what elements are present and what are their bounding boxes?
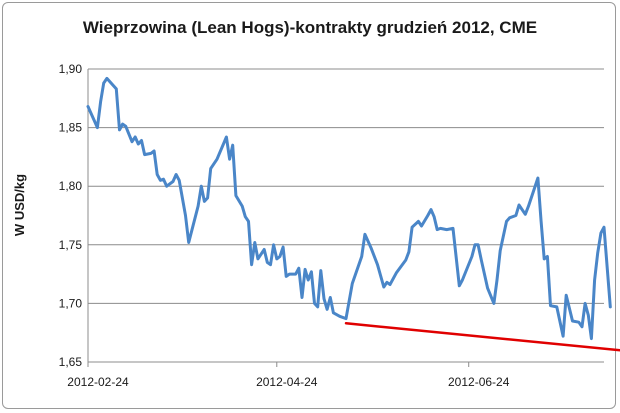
x-tick-label: 2012-06-24 <box>448 375 510 389</box>
x-tick-label: 2012-04-24 <box>256 375 318 389</box>
y-tick-label: 1,85 <box>59 121 83 135</box>
y-tick-label: 1,70 <box>59 296 83 310</box>
chart-frame <box>2 2 616 409</box>
series-lines <box>86 76 620 352</box>
y-tick-labels: 1,65 1,70 1,75 1,80 1,85 1,90 <box>59 62 83 369</box>
chart-title: Wieprzowina (Lean Hogs)-kontrakty grudzi… <box>82 18 538 37</box>
y-tick-label: 1,75 <box>59 238 83 252</box>
x-tick-label: 2012-02-24 <box>67 375 129 389</box>
x-tick-labels: 2012-02-24 2012-04-24 2012-06-24 <box>67 362 510 389</box>
price-series-line <box>86 76 612 341</box>
trend-line <box>344 322 620 352</box>
y-tick-label: 1,65 <box>59 355 83 369</box>
y-tick-label: 1,80 <box>59 179 83 193</box>
gridlines <box>87 68 604 363</box>
y-tick-label: 1,90 <box>59 62 83 76</box>
